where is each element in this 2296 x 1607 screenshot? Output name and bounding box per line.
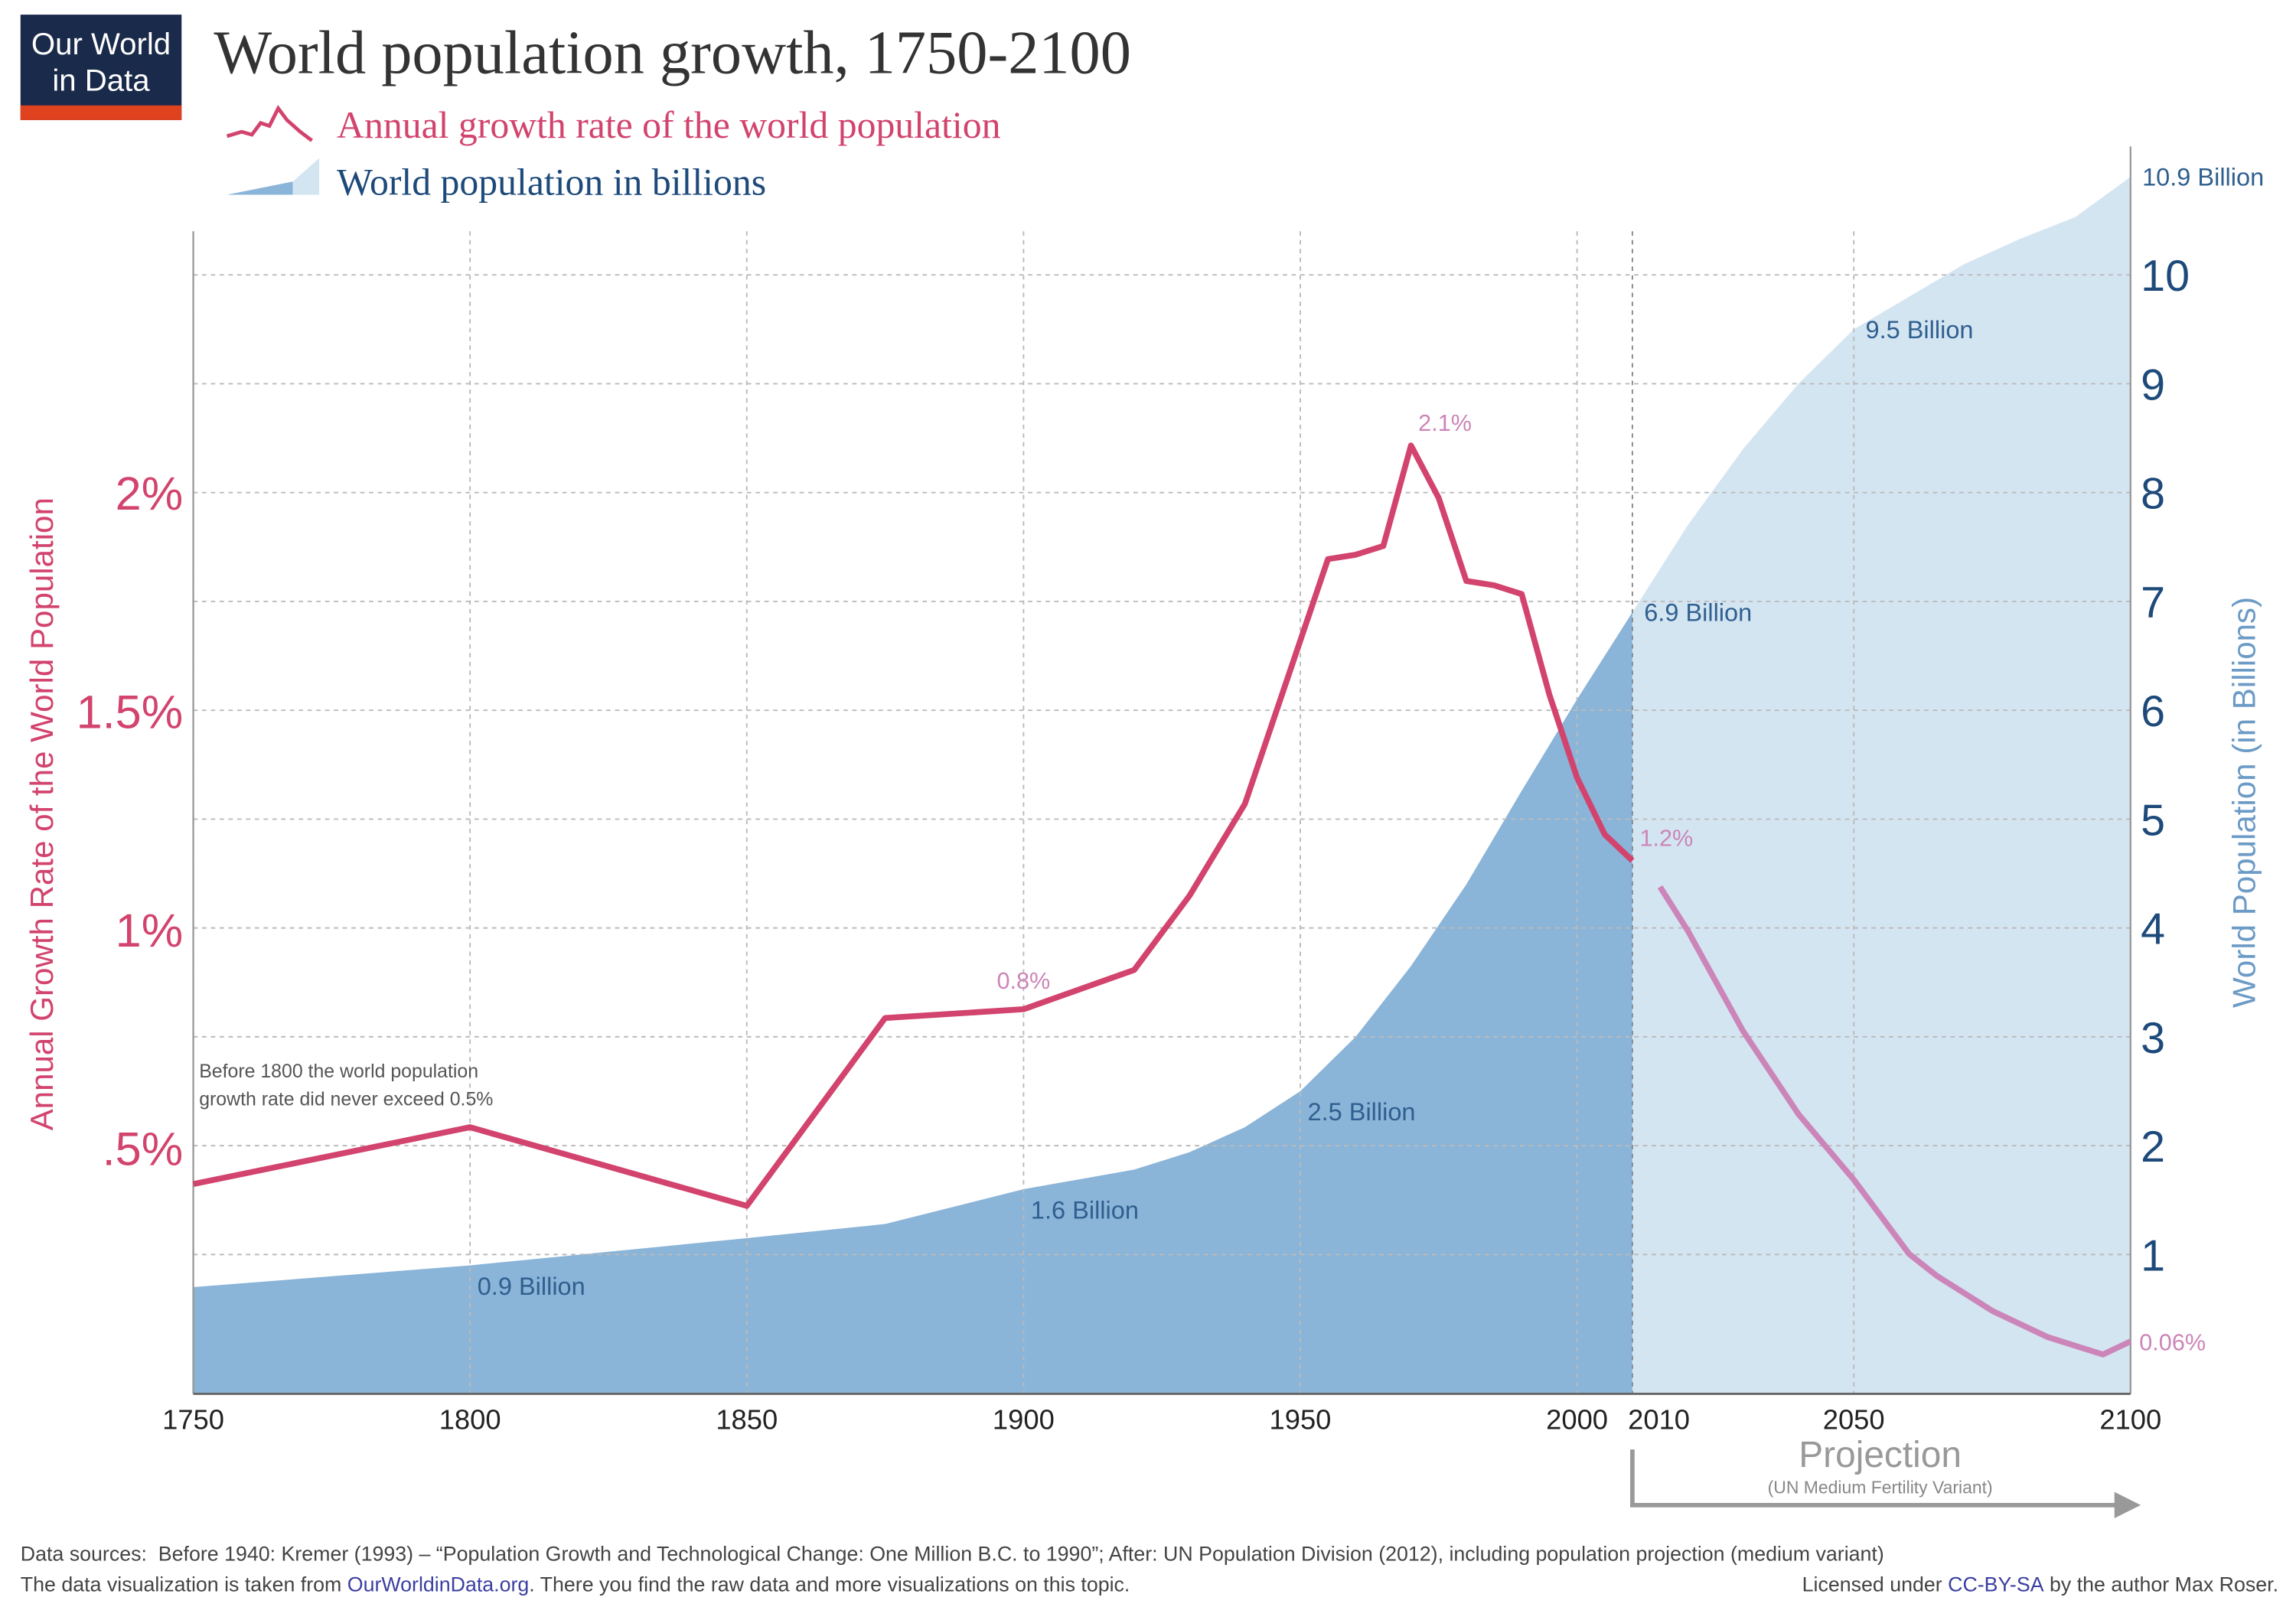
footer-note: The data visualization is taken from Our… — [21, 1573, 1130, 1596]
projection-arrow — [1630, 1449, 2124, 1508]
y-tick-label: 1.5% — [77, 686, 184, 738]
footer-link[interactable]: CC-BY-SA — [1948, 1573, 2044, 1596]
footer-sources: Data sources: Before 1940: Kremer (1993)… — [21, 1543, 1884, 1566]
data-label: 6.9 Billion — [1644, 599, 1752, 627]
y2-tick-label: 1 — [2141, 1231, 2165, 1280]
y-axis-title: Annual Growth Rate of the World Populati… — [24, 497, 60, 1130]
legend-icon — [226, 105, 313, 142]
footer-link[interactable]: OurWorldinData.org — [347, 1573, 530, 1596]
line — [1657, 885, 2132, 1358]
x-tick-label: 1750 — [162, 1403, 224, 1435]
y2-tick-label: 5 — [2141, 796, 2165, 845]
x-tick-label: 2000 — [1546, 1403, 1608, 1435]
area — [1632, 177, 2131, 1394]
y2-tick-label: 9 — [2141, 360, 2165, 409]
y2-tick-label: 4 — [2141, 905, 2165, 954]
y-tick-label: .5% — [103, 1123, 184, 1175]
data-label: 1.2% — [1639, 826, 1693, 852]
line — [192, 442, 1635, 1209]
projection-arrowhead — [2114, 1491, 2141, 1519]
data-label: 0.06% — [2139, 1329, 2206, 1355]
plot-area: 0.8% 2.1% 1.2% 0.06% 0.9 Billion 1.6 Billion 2… — [77, 146, 2264, 1519]
note: Before 1800 the world population — [199, 1061, 478, 1082]
projection-sublabel: (UN Medium Fertility Variant) — [1768, 1478, 1993, 1498]
legend-label: World population in billions — [337, 161, 766, 203]
footer-text: by the author Max Roser. — [2044, 1573, 2278, 1596]
y2-tick-label: 3 — [2141, 1014, 2165, 1063]
y-tick-label: 1% — [116, 905, 183, 957]
x-tick-label: 2010 — [1628, 1403, 1690, 1435]
data-label: 1.6 Billion — [1031, 1196, 1139, 1224]
footer-license: Licensed under CC-BY-SA by the author Ma… — [1802, 1573, 2278, 1596]
x-tick-label: 1950 — [1270, 1403, 1332, 1435]
legend-label: Annual growth rate of the world populati… — [337, 104, 1001, 146]
projection-label: Projection — [1799, 1435, 1962, 1475]
x-tick-label: 1800 — [439, 1403, 501, 1435]
chart-title: World population growth, 1750-2100 — [214, 19, 1131, 87]
legend-icon — [292, 158, 320, 195]
y2-tick-label: 10 — [2141, 252, 2190, 301]
legend-icon — [227, 181, 293, 195]
y2-tick-label: 2 — [2141, 1123, 2165, 1172]
logo-bar — [20, 105, 182, 120]
x-tick-label: 1900 — [993, 1403, 1055, 1435]
footer-text: Licensed under — [1802, 1573, 1948, 1596]
data-label: 0.8% — [996, 968, 1050, 994]
x-tick-label: 1850 — [716, 1403, 778, 1435]
logo-text: Our World — [31, 27, 171, 61]
area — [193, 612, 1632, 1394]
data-label: 10.9 Billion — [2142, 164, 2264, 191]
data-label: 9.5 Billion — [1865, 316, 1973, 344]
logo-text: in Data — [52, 64, 150, 98]
data-label: 2.5 Billion — [1308, 1098, 1416, 1126]
y2-tick-label: 6 — [2141, 687, 2165, 736]
x-tick-label: 2050 — [1823, 1403, 1885, 1435]
y2-tick-label: 8 — [2141, 470, 2165, 519]
logo-box — [20, 15, 182, 120]
x-tick-label: 2100 — [2099, 1403, 2161, 1435]
note: growth rate did never exceed 0.5% — [199, 1089, 493, 1110]
footer-text: . There you find the raw data and more v… — [529, 1573, 1130, 1596]
y2-tick-label: 7 — [2141, 579, 2165, 627]
data-label: 0.9 Billion — [478, 1273, 585, 1300]
y2-axis-title: World Population (in Billions) — [2226, 597, 2262, 1008]
data-label: 2.1% — [1418, 410, 1472, 436]
y-tick-label: 2% — [116, 468, 183, 520]
footer-text: The data visualization is taken from — [21, 1573, 347, 1596]
